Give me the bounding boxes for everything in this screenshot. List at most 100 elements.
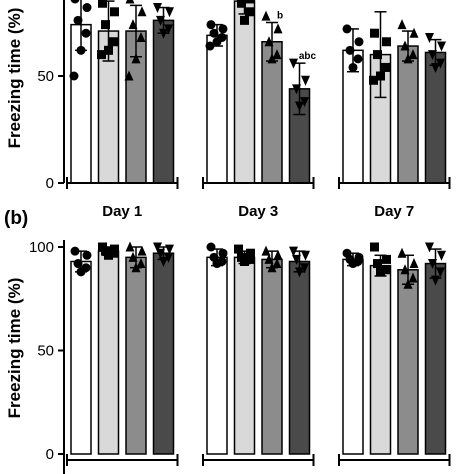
data-point xyxy=(408,49,418,60)
data-point xyxy=(354,37,364,47)
data-point xyxy=(159,256,168,267)
data-point xyxy=(403,53,413,64)
data-point xyxy=(131,53,141,64)
data-point xyxy=(264,36,274,47)
data-point xyxy=(370,242,379,252)
data-point xyxy=(261,245,271,256)
data-point xyxy=(206,242,216,252)
data-point xyxy=(73,259,83,269)
y-tick-label: 100 xyxy=(29,239,54,256)
data-point xyxy=(164,252,173,263)
data-point xyxy=(437,41,446,52)
y-tick-label: 50 xyxy=(37,343,54,360)
data-point xyxy=(137,6,147,17)
bar xyxy=(397,45,419,184)
data-point xyxy=(436,58,445,69)
data-point xyxy=(273,23,283,34)
data-point xyxy=(234,244,243,254)
data-point xyxy=(369,75,378,85)
panel-a: 0 50 Freezing time (%) b abc Day 1 Day 3 Day 7 xyxy=(5,0,451,220)
data-point xyxy=(153,242,162,253)
data-point xyxy=(382,254,391,264)
data-point xyxy=(104,45,113,55)
data-point xyxy=(165,244,174,255)
data-point xyxy=(345,45,355,55)
bar xyxy=(288,260,311,455)
data-point xyxy=(240,256,249,266)
data-point xyxy=(156,248,165,259)
data-point xyxy=(409,27,419,38)
data-point xyxy=(431,275,440,286)
bar xyxy=(424,262,447,455)
data-point xyxy=(381,265,390,275)
data-point xyxy=(70,246,80,256)
data-point xyxy=(295,101,304,112)
data-point xyxy=(240,15,249,25)
bar xyxy=(97,250,120,455)
data-point xyxy=(428,50,437,61)
bar xyxy=(206,34,228,184)
data-point xyxy=(125,241,135,252)
data-point xyxy=(153,3,162,14)
data-point xyxy=(272,49,282,60)
group-label: Day 7 xyxy=(374,203,414,220)
data-point xyxy=(431,62,440,73)
data-point xyxy=(218,248,228,258)
data-point xyxy=(97,50,106,60)
data-point xyxy=(205,41,215,51)
data-point xyxy=(292,254,301,265)
data-point xyxy=(267,262,277,273)
data-point xyxy=(137,245,147,256)
data-point xyxy=(128,251,138,262)
data-point xyxy=(272,258,282,269)
data-point xyxy=(104,250,113,260)
data-point xyxy=(209,28,219,38)
data-point xyxy=(76,45,86,55)
data-point xyxy=(425,32,434,43)
data-point xyxy=(124,70,134,81)
data-point xyxy=(409,258,419,269)
bar xyxy=(261,258,283,455)
data-point xyxy=(237,0,246,8)
data-point xyxy=(81,28,91,38)
y-axis-title: Freezing time (%) xyxy=(5,8,24,149)
data-point xyxy=(397,247,407,258)
data-point xyxy=(69,71,79,81)
data-point xyxy=(156,15,165,26)
data-point xyxy=(128,19,138,30)
data-point xyxy=(82,3,92,13)
data-point xyxy=(400,40,410,51)
data-point xyxy=(292,84,301,95)
data-point xyxy=(131,262,141,273)
data-point xyxy=(73,15,83,25)
data-point xyxy=(289,58,298,69)
data-point xyxy=(342,24,352,34)
data-point xyxy=(403,278,413,289)
data-point xyxy=(212,37,222,47)
data-point xyxy=(295,267,304,278)
data-point xyxy=(212,259,222,269)
data-point xyxy=(301,250,310,261)
bar xyxy=(206,256,228,455)
group-label: Day 1 xyxy=(102,203,142,220)
data-point xyxy=(348,62,358,72)
data-point xyxy=(206,20,216,30)
y-tick-label: 50 xyxy=(37,68,54,85)
data-point xyxy=(245,7,254,17)
data-point xyxy=(400,264,410,275)
data-point xyxy=(370,28,379,38)
bar xyxy=(152,252,175,455)
data-point xyxy=(110,7,119,17)
data-point xyxy=(376,267,385,277)
data-point xyxy=(82,250,92,260)
data-point xyxy=(76,267,86,277)
bar xyxy=(125,256,147,455)
data-point xyxy=(70,0,80,4)
bar xyxy=(397,269,419,455)
data-point xyxy=(289,246,298,257)
data-point xyxy=(159,28,168,39)
data-point xyxy=(436,267,445,278)
group-label: Day 3 xyxy=(238,203,278,220)
data-point xyxy=(373,259,382,269)
